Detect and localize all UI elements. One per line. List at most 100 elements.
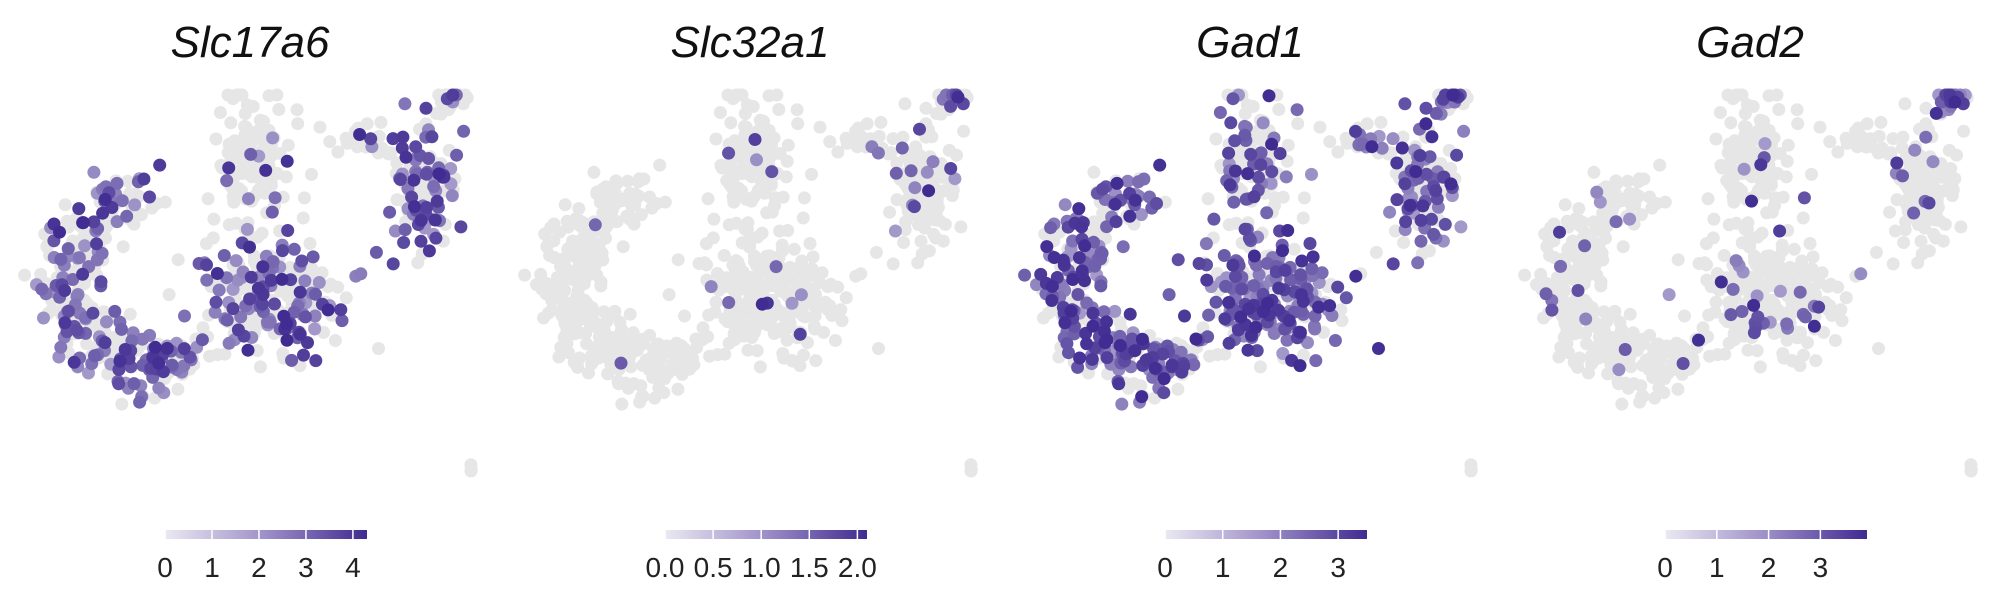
cell-point [1919,101,1933,115]
cell-point [1908,181,1922,195]
cell-point [1222,146,1236,160]
cell-point [1722,157,1736,171]
cell-point [600,315,613,329]
cell-point [781,321,795,335]
cell-point [1757,114,1770,128]
cell-point [653,158,667,172]
cell-point [232,88,245,102]
cell-point [734,310,748,324]
cell-point [1747,298,1761,312]
cell-point [896,130,910,144]
cell-point [1671,253,1685,267]
cell-point [1896,130,1910,144]
cell-point [243,292,257,306]
cell-point [1718,347,1732,361]
cell-point [598,194,612,208]
cell-point [643,190,656,204]
cell-point [923,203,937,217]
cell-point [572,202,586,216]
cell-point [1264,176,1278,190]
cell-point [1403,198,1417,212]
cell-point [620,209,634,223]
cell-point [256,260,270,274]
cell-point [1645,201,1659,215]
cell-point [152,356,166,370]
colorbar-gradient [665,530,867,539]
cell-point [1783,260,1797,274]
cell-point [160,341,174,355]
cell-point [118,343,132,356]
cell-point [692,257,706,270]
cell-point [398,223,412,237]
cell-point [58,316,72,330]
cell-point [446,88,460,102]
cell-point [571,360,585,374]
cell-point [678,309,691,323]
cell-point [793,359,807,373]
cell-point [588,218,602,232]
cell-point [793,259,807,273]
cell-point [874,115,888,129]
cell-point [1727,194,1741,208]
cell-point [944,99,958,113]
cell-point [1307,319,1321,333]
cell-point [386,257,400,271]
cell-point [1883,205,1897,219]
cell-point [741,216,755,230]
cell-point [383,205,397,219]
cell-point [735,282,749,296]
cell-point [200,273,214,287]
cell-point [616,240,630,254]
cell-point [1922,244,1936,258]
cell-point [1306,250,1320,264]
cell-point [1464,464,1478,478]
cell-point [1831,280,1845,294]
cell-point [797,348,810,362]
cell-point [755,297,769,311]
cell-point [1224,116,1238,130]
cell-point [1100,351,1114,365]
cell-point [241,167,255,181]
cell-point [765,165,779,179]
cell-point [1729,254,1743,268]
cell-point [578,226,592,240]
cell-point [450,148,464,162]
cell-point [220,313,234,327]
colorbar-tick-label: 2.0 [838,552,877,583]
cell-point [1724,116,1738,130]
cell-point [1349,269,1363,283]
cell-point [907,200,921,214]
cell-point [1419,101,1433,115]
cell-point [221,146,235,160]
cell-point [306,250,320,264]
cell-point [722,146,736,160]
cell-point [1072,251,1086,265]
cell-point [765,205,779,219]
cell-point [1950,148,1964,162]
cell-point [70,323,84,337]
cell-point [1080,337,1094,351]
cell-point [1713,106,1727,119]
cell-point [96,206,110,220]
cell-point [1609,174,1623,188]
cell-point [313,120,327,134]
cell-point [90,237,103,251]
cell-point [825,309,839,322]
cell-point [1769,265,1783,279]
colorbar-tick-label: 2 [1761,552,1777,583]
cell-point [409,140,423,154]
cell-point [1429,106,1443,120]
cell-point [1312,300,1326,314]
panel-title: Slc32a1 [670,18,830,67]
cell-point [298,274,312,288]
cell-point [1247,249,1261,263]
cell-point [1293,359,1307,373]
cell-point [1427,227,1441,241]
cell-point [872,342,885,355]
cell-point [178,309,191,323]
cell-point [464,464,478,478]
cell-point [1635,332,1649,346]
cell-point [80,337,94,351]
cell-point [1699,237,1713,251]
colorbar-tick-label: 1.5 [790,552,829,583]
